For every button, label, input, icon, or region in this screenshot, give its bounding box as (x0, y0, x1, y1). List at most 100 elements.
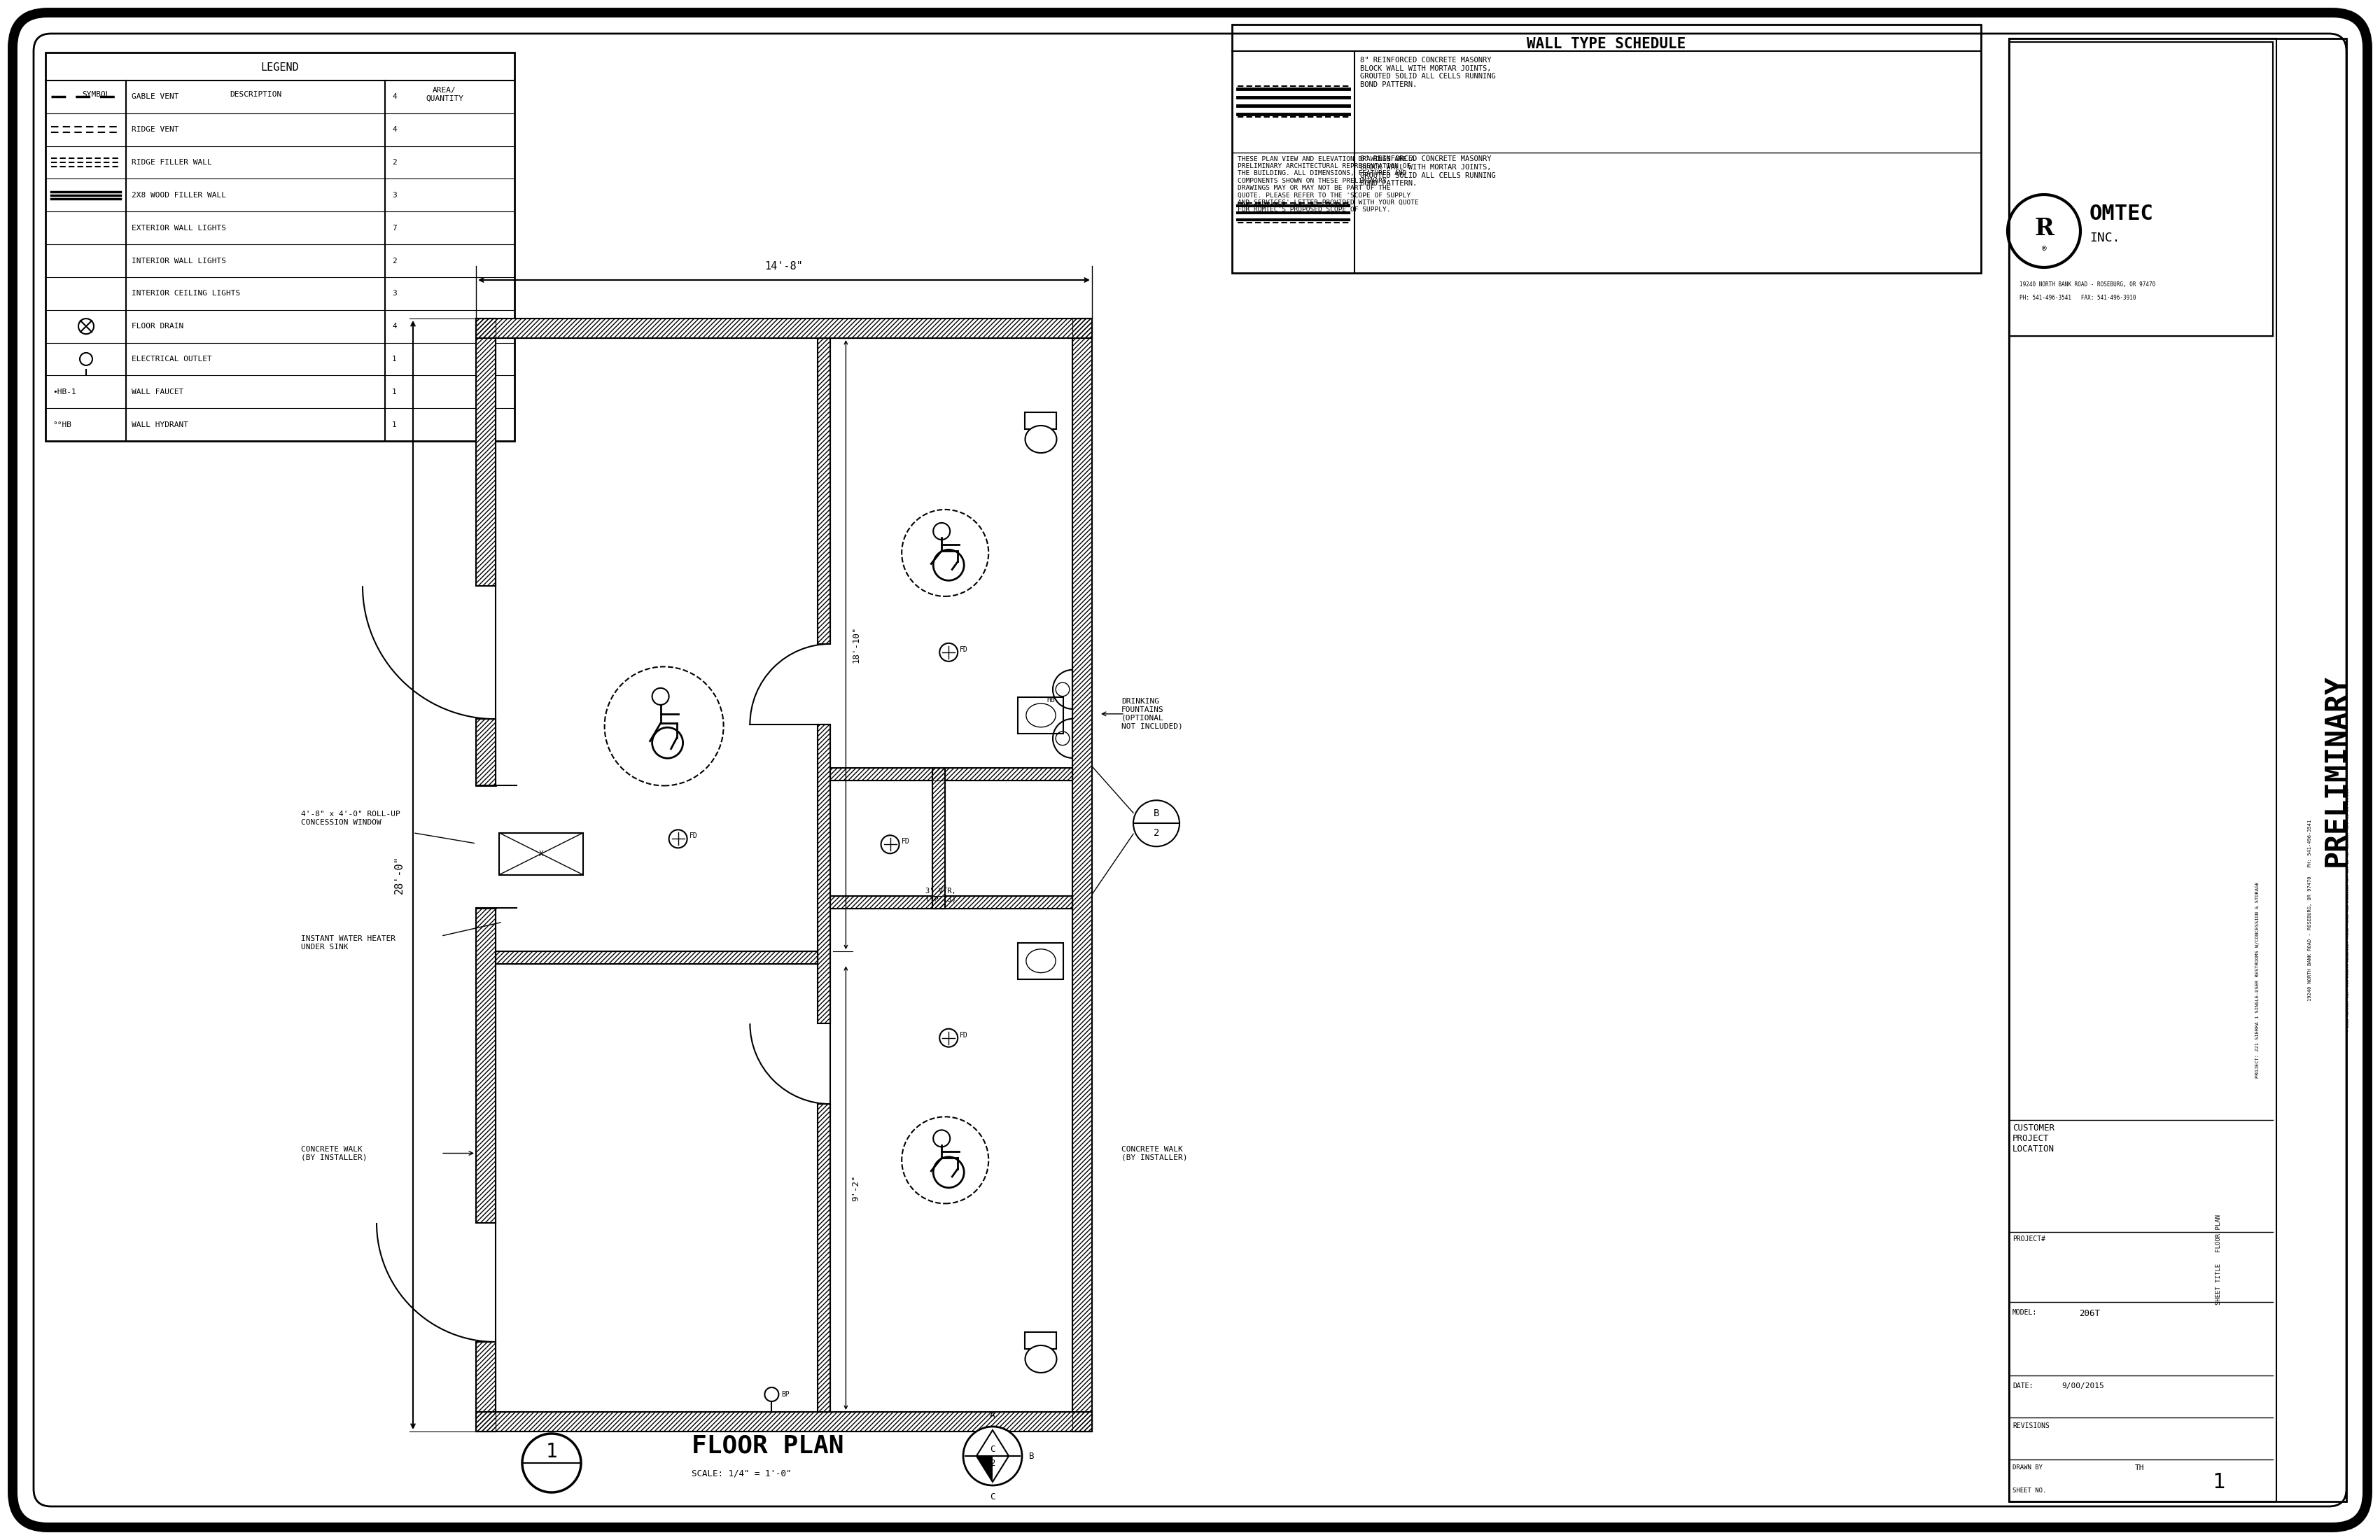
Text: 206T: 206T (2080, 1309, 2099, 1318)
Circle shape (940, 1029, 957, 1047)
Bar (476, 319, 495, 1432)
Bar (1019, 942, 1064, 979)
Text: SHEET TITLE   FLOOR PLAN: SHEET TITLE FLOOR PLAN (2216, 1215, 2223, 1306)
Text: LEGEND: LEGEND (262, 62, 300, 72)
Text: FLOOR PLAN: FLOOR PLAN (693, 1434, 845, 1457)
Text: °°HB: °°HB (52, 420, 71, 428)
Text: GABLE VENT: GABLE VENT (131, 94, 178, 100)
Text: 2: 2 (1154, 829, 1159, 838)
Circle shape (940, 644, 957, 661)
Bar (2009, 38, 2275, 1502)
Text: 28'-0": 28'-0" (395, 856, 405, 895)
Text: RIDGE VENT: RIDGE VENT (131, 126, 178, 132)
Text: DRAWN BY: DRAWN BY (2013, 1465, 2042, 1471)
Text: 4: 4 (393, 94, 397, 100)
Text: 3: 3 (393, 290, 397, 297)
Text: PH: 541-496-3541   FAX: 541-496-3910: PH: 541-496-3541 FAX: 541-496-3910 (2021, 294, 2135, 300)
Text: 2: 2 (393, 257, 397, 265)
Bar (1073, 319, 1092, 1432)
Text: EXTERIOR WALL LIGHTS: EXTERIOR WALL LIGHTS (131, 225, 226, 231)
Text: 7: 7 (393, 225, 397, 231)
Text: ELECTRICAL OUTLET: ELECTRICAL OUTLET (131, 356, 212, 362)
Text: 1: 1 (2213, 1472, 2225, 1492)
Text: 2X8 WOOD FILLER WALL: 2X8 WOOD FILLER WALL (131, 191, 226, 199)
Ellipse shape (1026, 425, 1057, 453)
Text: B: B (1154, 808, 1159, 818)
Bar (1026, 413, 1057, 430)
Text: CONCRETE WALK
(BY INSTALLER): CONCRETE WALK (BY INSTALLER) (1121, 1146, 1188, 1161)
Bar (2009, 42, 2273, 336)
Text: SHEET NO.: SHEET NO. (2013, 1488, 2047, 1494)
Text: 19240 NORTH BANK ROAD - ROSEBURG, OR 97470   PH: 541-496-3541: 19240 NORTH BANK ROAD - ROSEBURG, OR 974… (2309, 819, 2311, 1001)
Circle shape (964, 1426, 1021, 1486)
Bar (819, 339, 831, 1412)
Bar (2009, 38, 2347, 1502)
Text: ®: ® (2042, 245, 2047, 253)
Bar (45, 52, 514, 440)
Bar (476, 319, 495, 1432)
Bar (816, 644, 833, 724)
Polygon shape (976, 1431, 1009, 1481)
Bar (476, 1412, 1092, 1432)
Text: PROJECT: 221 SIERRA 1 SINGLE-USER RESTROOMS W/CONCESSION & STORAGE: PROJECT: 221 SIERRA 1 SINGLE-USER RESTRO… (2256, 882, 2259, 1078)
Bar (831, 768, 1073, 781)
Bar (1026, 1332, 1057, 1349)
Text: WALL FAUCET: WALL FAUCET (131, 388, 183, 396)
Bar (476, 319, 1092, 339)
Text: WALL HYDRANT: WALL HYDRANT (131, 420, 188, 428)
Text: 9'-2": 9'-2" (852, 1175, 862, 1201)
Text: PROJECT#: PROJECT# (2013, 1235, 2044, 1243)
Text: HB: HB (1047, 696, 1054, 704)
Bar (1233, 25, 1980, 273)
Text: AREA/
QUANTITY: AREA/ QUANTITY (426, 86, 464, 102)
Text: X: X (538, 850, 543, 858)
Text: INTERIOR CEILING LIGHTS: INTERIOR CEILING LIGHTS (131, 290, 240, 297)
Text: 1: 1 (393, 420, 397, 428)
Circle shape (1133, 801, 1180, 847)
Text: 18'-10": 18'-10" (852, 627, 862, 664)
Bar (816, 1024, 833, 1104)
Text: A: A (990, 1411, 995, 1420)
Text: DRINKING
FOUNTAINS
(OPTIONAL
NOT INCLUDED): DRINKING FOUNTAINS (OPTIONAL NOT INCLUDE… (1121, 698, 1183, 730)
Ellipse shape (1026, 704, 1057, 727)
Bar (831, 896, 1073, 909)
Text: 2: 2 (393, 159, 397, 166)
Bar (476, 1412, 1092, 1432)
Ellipse shape (1026, 949, 1057, 973)
Text: B: B (1028, 1451, 1035, 1460)
Text: INC.: INC. (2090, 231, 2121, 245)
Bar (500, 833, 583, 875)
Circle shape (669, 830, 688, 849)
Text: BP: BP (781, 1391, 790, 1398)
Text: WALL TYPE SCHEDULE: WALL TYPE SCHEDULE (1528, 37, 1685, 51)
Text: FLOOR DRAIN: FLOOR DRAIN (131, 323, 183, 330)
Text: 8" REINFORCED CONCRETE MASONRY
BLOCK WALL WITH MORTAR JOINTS,
GROUTED SOLID ALL : 8" REINFORCED CONCRETE MASONRY BLOCK WAL… (1359, 57, 1495, 88)
Text: R: R (2035, 217, 2054, 240)
Text: SYMBOL: SYMBOL (81, 91, 109, 99)
Text: 2: 2 (990, 1458, 995, 1468)
Text: 9/00/2015: 9/00/2015 (2061, 1383, 2104, 1389)
Bar (495, 952, 819, 964)
Polygon shape (976, 1431, 992, 1481)
Text: DESCRIPTION: DESCRIPTION (228, 91, 281, 99)
Text: FD: FD (959, 645, 969, 653)
Text: •HB-1: •HB-1 (52, 388, 76, 396)
Bar (1073, 319, 1092, 1432)
Text: MODEL:: MODEL: (2013, 1309, 2037, 1317)
Text: FD: FD (902, 838, 909, 845)
Bar (933, 768, 945, 909)
Text: 14'-8": 14'-8" (764, 262, 802, 271)
Text: DATE:: DATE: (2013, 1383, 2033, 1389)
Text: OMTEC: OMTEC (2090, 203, 2154, 223)
Text: CONCRETE WALK
(BY INSTALLER): CONCRETE WALK (BY INSTALLER) (300, 1146, 367, 1161)
Text: 1: 1 (393, 356, 397, 362)
Text: C: C (990, 1445, 995, 1454)
Bar (474, 1223, 497, 1341)
Text: INTERIOR WALL LIGHTS: INTERIOR WALL LIGHTS (131, 257, 226, 265)
Bar (474, 587, 497, 719)
Bar (831, 768, 1073, 781)
Bar (933, 768, 945, 909)
Bar (474, 785, 497, 909)
Text: INSTANT WATER HEATER
UNDER SINK: INSTANT WATER HEATER UNDER SINK (300, 935, 395, 950)
Text: 1: 1 (545, 1441, 557, 1461)
